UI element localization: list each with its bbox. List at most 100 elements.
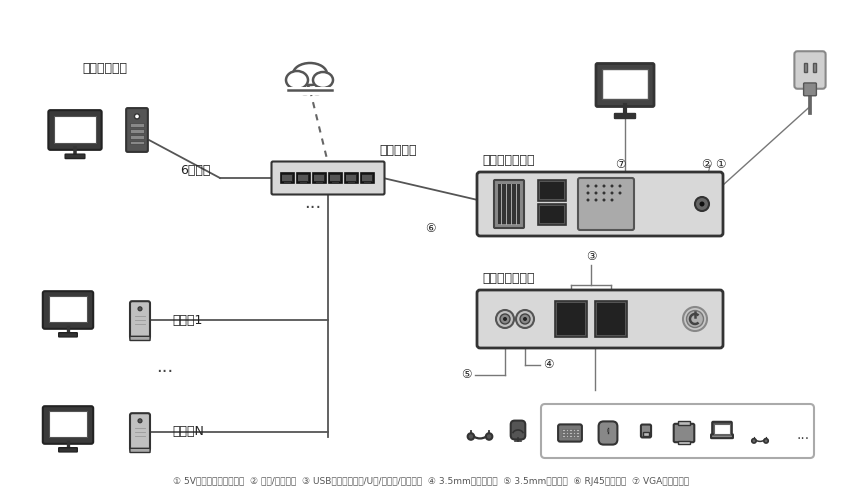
Circle shape xyxy=(468,433,474,440)
Bar xyxy=(561,428,564,431)
Bar xyxy=(54,116,96,142)
Bar xyxy=(130,123,144,126)
Bar xyxy=(568,435,571,438)
Circle shape xyxy=(585,198,589,202)
Bar xyxy=(565,432,567,434)
FancyBboxPatch shape xyxy=(493,180,523,228)
Circle shape xyxy=(523,317,526,321)
Bar xyxy=(678,440,689,444)
Text: 互联网: 互联网 xyxy=(299,72,321,85)
Circle shape xyxy=(585,192,589,194)
Bar xyxy=(554,301,586,337)
FancyBboxPatch shape xyxy=(710,434,732,438)
Bar xyxy=(283,182,291,184)
Circle shape xyxy=(602,192,604,194)
Bar xyxy=(539,182,563,199)
Circle shape xyxy=(602,198,604,202)
Bar xyxy=(597,303,624,335)
Bar xyxy=(573,432,574,434)
Text: ⑦: ⑦ xyxy=(614,158,624,172)
Circle shape xyxy=(134,114,139,119)
Text: ①: ① xyxy=(714,158,724,172)
Bar xyxy=(537,180,566,201)
Bar xyxy=(48,412,87,437)
Circle shape xyxy=(138,419,142,423)
Bar xyxy=(714,424,729,434)
FancyBboxPatch shape xyxy=(48,110,102,150)
Bar xyxy=(539,206,563,223)
Text: 云终竭N: 云终竭N xyxy=(172,426,204,438)
Bar xyxy=(130,129,144,132)
FancyBboxPatch shape xyxy=(271,162,384,194)
Circle shape xyxy=(698,202,703,206)
Bar xyxy=(576,428,579,431)
Circle shape xyxy=(618,184,621,188)
Bar xyxy=(568,432,571,434)
FancyBboxPatch shape xyxy=(541,404,813,458)
Text: ···: ··· xyxy=(304,199,321,217)
FancyBboxPatch shape xyxy=(59,448,77,452)
Text: 云终端正面接口: 云终端正面接口 xyxy=(481,272,534,285)
Bar xyxy=(288,74,331,90)
Circle shape xyxy=(594,192,597,194)
Bar xyxy=(346,175,356,181)
FancyBboxPatch shape xyxy=(130,448,150,452)
Bar xyxy=(348,182,355,184)
Circle shape xyxy=(763,438,767,443)
FancyBboxPatch shape xyxy=(711,422,731,436)
Ellipse shape xyxy=(293,63,326,85)
FancyBboxPatch shape xyxy=(598,422,616,444)
Bar xyxy=(537,204,566,225)
Circle shape xyxy=(594,198,597,202)
Bar xyxy=(576,435,579,438)
Circle shape xyxy=(495,310,513,328)
Bar xyxy=(314,175,324,181)
Bar xyxy=(606,429,609,432)
FancyBboxPatch shape xyxy=(43,291,93,329)
Text: 云桌面服务器: 云桌面服务器 xyxy=(83,62,127,74)
Circle shape xyxy=(682,307,706,331)
Bar xyxy=(300,182,307,184)
Bar xyxy=(281,173,294,183)
Bar xyxy=(288,87,331,95)
Circle shape xyxy=(751,438,755,443)
Bar xyxy=(561,432,564,434)
Bar xyxy=(330,175,340,181)
Text: 云终端背面接口: 云终端背面接口 xyxy=(481,154,534,168)
FancyBboxPatch shape xyxy=(130,413,150,451)
Circle shape xyxy=(503,317,506,321)
Bar xyxy=(573,428,574,431)
Bar xyxy=(48,296,87,322)
Bar xyxy=(573,435,574,438)
Circle shape xyxy=(602,184,604,188)
FancyBboxPatch shape xyxy=(578,178,633,230)
Circle shape xyxy=(694,197,709,211)
Text: ...: ... xyxy=(796,428,808,442)
Bar xyxy=(361,173,374,183)
Bar xyxy=(594,301,626,337)
Bar xyxy=(130,135,144,138)
FancyBboxPatch shape xyxy=(43,406,93,444)
FancyBboxPatch shape xyxy=(476,172,722,236)
Bar xyxy=(298,175,308,181)
FancyBboxPatch shape xyxy=(557,424,581,442)
Circle shape xyxy=(618,192,621,194)
Bar xyxy=(642,432,648,436)
FancyBboxPatch shape xyxy=(130,336,150,340)
Text: ④: ④ xyxy=(542,358,553,372)
Bar xyxy=(556,303,585,335)
Circle shape xyxy=(585,184,589,188)
FancyBboxPatch shape xyxy=(59,332,77,337)
FancyBboxPatch shape xyxy=(794,52,825,89)
Circle shape xyxy=(486,433,492,440)
FancyBboxPatch shape xyxy=(498,184,519,224)
Text: ②: ② xyxy=(700,158,710,172)
Circle shape xyxy=(499,314,510,324)
Ellipse shape xyxy=(295,82,313,94)
Text: ···: ··· xyxy=(156,363,173,381)
FancyBboxPatch shape xyxy=(673,424,693,442)
FancyBboxPatch shape xyxy=(510,420,524,440)
Bar xyxy=(313,173,325,183)
Ellipse shape xyxy=(307,82,325,94)
Bar xyxy=(565,428,567,431)
